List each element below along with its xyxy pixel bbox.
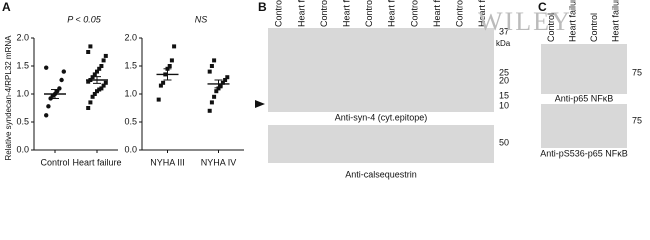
data-point	[95, 89, 99, 94]
data-point	[88, 100, 93, 105]
marker-label: 20	[499, 75, 509, 85]
marker-label: 15	[499, 90, 509, 100]
data-point	[97, 87, 102, 92]
blot-caption: Anti-calsequestrin	[345, 169, 417, 179]
data-point	[92, 72, 97, 77]
data-point	[161, 80, 166, 85]
data-point	[86, 79, 91, 84]
data-point	[90, 94, 95, 99]
lane-label: Heart failure	[477, 0, 487, 27]
blot-caption: Anti-p65 NFκB	[555, 93, 614, 103]
x-tick-label: NYHA IV	[201, 157, 237, 167]
data-point	[172, 44, 177, 49]
lane-label: Heart failure	[611, 0, 621, 42]
annotation: NS	[195, 14, 208, 24]
lane-label: Control	[364, 0, 374, 27]
data-point	[97, 66, 102, 71]
marker-label: 37	[499, 26, 509, 36]
data-point	[212, 58, 217, 63]
data-point	[95, 69, 99, 74]
lane-label: Heart failure	[296, 0, 306, 27]
blot	[541, 104, 627, 148]
data-point	[101, 58, 106, 63]
y-tick-label: 1.0	[16, 88, 29, 98]
y-tick-label: 2.0	[124, 32, 137, 42]
data-point	[209, 64, 214, 68]
lane-label: Control	[409, 0, 419, 27]
data-point	[225, 75, 230, 80]
data-point	[156, 97, 161, 102]
watermark: WILEY	[478, 7, 572, 36]
lane-label: Control	[319, 0, 329, 27]
y-tick-label: 0.5	[16, 116, 29, 126]
data-point	[158, 83, 163, 88]
data-point	[90, 75, 95, 80]
data-point	[214, 89, 219, 94]
data-point	[46, 104, 51, 109]
data-point	[220, 80, 225, 85]
y-tick-label: 0.5	[124, 116, 137, 126]
x-tick-label: Control	[40, 157, 69, 167]
blot-caption: Anti-pS536-p65 NFκB	[540, 148, 628, 158]
marker-label: 50	[499, 137, 509, 147]
blot-caption: Anti-syn-4 (cyt.epitope)	[335, 112, 428, 122]
panel-label: A	[2, 0, 11, 14]
data-point	[88, 44, 93, 49]
marker-label: 25	[499, 67, 509, 77]
y-axis-label: Relative syndecan-4/RPL32 mRNA	[4, 35, 13, 161]
y-tick-label: 1.0	[124, 88, 137, 98]
data-point	[99, 64, 104, 68]
lane-label: Control	[274, 0, 284, 27]
lane-label: Control	[546, 13, 556, 42]
arrowhead	[255, 100, 265, 108]
y-tick-label: 0.0	[124, 144, 137, 154]
y-tick-label: 0.0	[16, 144, 29, 154]
data-point	[86, 106, 91, 110]
data-point	[167, 64, 172, 68]
y-tick-label: 1.5	[124, 60, 137, 70]
unit-label: kDa	[496, 39, 511, 48]
x-tick-label: NYHA III	[150, 157, 185, 167]
data-point	[103, 53, 108, 58]
lane-label: Heart failure	[387, 0, 397, 27]
lane-label: Control	[589, 13, 599, 42]
panel-label: C	[538, 0, 547, 14]
data-point	[101, 83, 106, 88]
blot	[268, 125, 494, 163]
data-point	[59, 77, 64, 83]
lane-label: Heart failure	[432, 0, 442, 27]
data-point	[99, 86, 104, 91]
blot	[541, 44, 627, 94]
y-tick-label: 2.0	[16, 32, 29, 42]
panel-label: B	[258, 0, 267, 14]
data-point	[103, 80, 108, 85]
annotation: P < 0.05	[67, 14, 101, 24]
data-point	[44, 65, 49, 70]
data-point	[207, 69, 212, 74]
data-point	[223, 78, 228, 82]
data-point	[218, 83, 223, 88]
data-point	[44, 113, 49, 118]
lane-label: Heart failure	[568, 0, 578, 42]
data-point	[86, 50, 91, 54]
data-point	[92, 92, 97, 96]
lane-label: Heart failure	[341, 0, 351, 27]
marker-label: 75	[632, 115, 642, 125]
data-point	[61, 69, 66, 74]
x-tick-label: Heart failure	[72, 157, 121, 167]
marker-label: 75	[632, 67, 642, 77]
data-point	[216, 86, 221, 91]
blot	[268, 28, 494, 112]
data-point	[212, 94, 217, 99]
data-point	[169, 58, 174, 63]
lane-label: Control	[454, 0, 464, 27]
data-point	[209, 100, 214, 105]
marker-label: 10	[499, 100, 509, 110]
data-point	[207, 108, 212, 113]
y-tick-label: 1.5	[16, 60, 29, 70]
